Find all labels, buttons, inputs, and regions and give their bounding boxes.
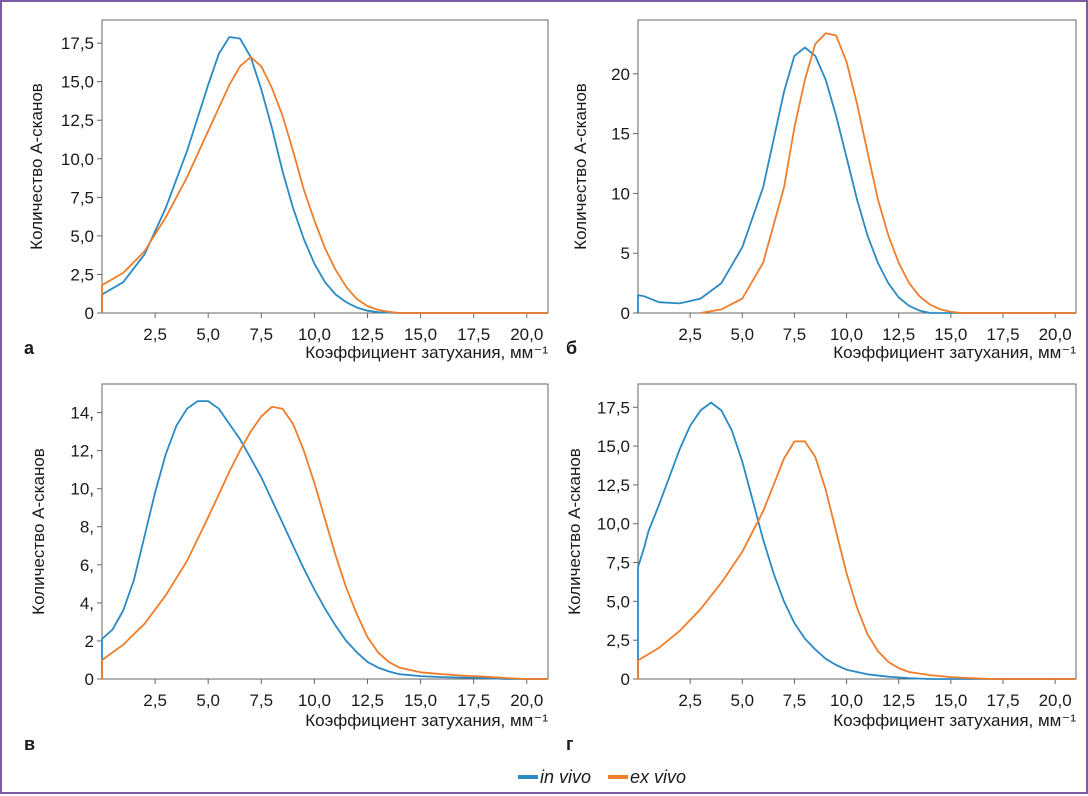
- series-line-ex-vivo: [637, 440, 1076, 680]
- plot-area: [637, 383, 1077, 680]
- x-tick-label: 5,0: [730, 325, 754, 344]
- x-tick-label: 7,5: [249, 325, 273, 344]
- x-tick-label: 15,0: [404, 691, 437, 710]
- y-tick-label: 17,5: [61, 34, 94, 53]
- y-tick-label: 7,5: [606, 554, 630, 573]
- series-line-in-vivo: [101, 400, 548, 680]
- y-tick-label: 10,0: [597, 515, 630, 534]
- legend: in vivo ex vivo: [518, 767, 686, 787]
- y-tick-label: 10: [611, 184, 630, 203]
- plot-area: [101, 383, 549, 680]
- x-tick-label: 20,0: [1039, 691, 1072, 710]
- x-tick-label: 15,0: [404, 325, 437, 344]
- x-tick-label: 7,5: [249, 691, 273, 710]
- x-tick-label: 10,0: [830, 691, 863, 710]
- x-tick-label: 10,0: [830, 325, 863, 344]
- x-tick-label: 2,5: [143, 691, 167, 710]
- x-tick-label: 12,5: [351, 691, 384, 710]
- x-tick-label: 5,0: [730, 691, 754, 710]
- y-tick-label: 5,0: [70, 227, 94, 246]
- series-line-ex-vivo: [101, 405, 548, 680]
- y-axis-label: Количество A-сканов: [571, 83, 590, 250]
- y-tick-label: 0: [621, 670, 630, 689]
- x-tick-label: 10,0: [298, 325, 331, 344]
- y-tick-label: 17,5: [597, 398, 630, 417]
- x-tick-label: 12,5: [882, 691, 915, 710]
- y-tick-label: 4,: [80, 594, 94, 613]
- x-tick-label: 15,0: [934, 325, 967, 344]
- y-tick-label: 7,5: [70, 188, 94, 207]
- x-tick-label: 20,0: [1039, 325, 1072, 344]
- x-tick-label: 2,5: [143, 325, 167, 344]
- x-tick-label: 20,0: [510, 325, 543, 344]
- x-tick-label: 7,5: [783, 325, 807, 344]
- legend-label-ex-vivo: ex vivo: [630, 767, 686, 787]
- y-axis-label: Количество A-сканов: [565, 448, 584, 615]
- y-tick-label: 5,0: [606, 592, 630, 611]
- series-line-ex-vivo: [101, 56, 548, 314]
- x-tick-label: 10,0: [298, 691, 331, 710]
- y-tick-label: 5: [621, 244, 630, 263]
- plot-area: [101, 19, 549, 314]
- panel-letter: б: [566, 338, 577, 358]
- x-tick-label: 15,0: [934, 691, 967, 710]
- x-tick-label: 12,5: [882, 325, 915, 344]
- y-axis-label: Количество A-сканов: [27, 83, 46, 250]
- y-tick-label: 0: [85, 670, 94, 689]
- series-line-in-vivo: [101, 36, 548, 314]
- legend-label-in-vivo: in vivo: [540, 767, 591, 787]
- x-tick-label: 17,5: [986, 691, 1019, 710]
- x-tick-label: 17,5: [457, 325, 490, 344]
- y-tick-label: 8,: [80, 518, 94, 537]
- chart-panel-2: 0 5 10 15 20 2,5 5,0 7,5 10,0 12,5 15,0 17,5 20,0 Кол…: [566, 19, 1077, 362]
- x-tick-label: 17,5: [986, 325, 1019, 344]
- x-tick-label: 20,0: [510, 691, 543, 710]
- y-tick-label: 0: [621, 304, 630, 323]
- y-tick-label: 12,: [70, 442, 94, 461]
- y-tick-label: 2: [85, 632, 94, 651]
- x-axis-label: Коэффициент затухания, мм⁻¹: [305, 343, 548, 362]
- y-tick-label: 6,: [80, 556, 94, 575]
- y-tick-label: 15,0: [597, 437, 630, 456]
- series-line-in-vivo: [637, 46, 1076, 314]
- x-tick-label: 12,5: [351, 325, 384, 344]
- y-tick-label: 10,0: [61, 150, 94, 169]
- x-tick-label: 7,5: [783, 691, 807, 710]
- x-tick-label: 5,0: [196, 691, 220, 710]
- y-tick-label: 2,5: [70, 265, 94, 284]
- chart-panel-3: 0 2 4, 6, 8, 10, 12, 14, 2,5 5,0 7,5 10,0 12,5 15,0 17…: [24, 383, 549, 754]
- y-tick-label: 12,5: [61, 111, 94, 130]
- plot-area: [637, 19, 1077, 314]
- x-axis-label: Коэффициент затухания, мм⁻¹: [305, 711, 548, 730]
- y-tick-label: 2,5: [606, 631, 630, 650]
- series-line-ex-vivo: [700, 32, 1076, 314]
- y-axis-label: Количество A-сканов: [29, 448, 48, 615]
- x-axis-label: Коэффициент затухания, мм⁻¹: [833, 711, 1076, 730]
- y-tick-label: 15,0: [61, 73, 94, 92]
- x-tick-label: 2,5: [678, 691, 702, 710]
- x-tick-label: 5,0: [196, 325, 220, 344]
- y-tick-label: 15: [611, 125, 630, 144]
- chart-panel-1: 0 2,5 5,0 7,5 10,0 12,5 15,0 17,5 2,5 5,0 7,5 10,0 1…: [24, 19, 549, 362]
- panel-letter: г: [566, 734, 574, 754]
- y-tick-label: 14,: [70, 404, 94, 423]
- y-tick-label: 10,: [70, 480, 94, 499]
- y-tick-label: 12,5: [597, 476, 630, 495]
- panel-letter: а: [24, 338, 35, 358]
- y-tick-label: 0: [85, 304, 94, 323]
- x-axis-label: Коэффициент затухания, мм⁻¹: [833, 343, 1076, 362]
- panel-letter: в: [24, 734, 35, 754]
- x-tick-label: 17,5: [457, 691, 490, 710]
- x-tick-label: 2,5: [678, 325, 702, 344]
- y-tick-label: 20: [611, 65, 630, 84]
- chart-panel-4: 0 2,5 5,0 7,5 10,0 12,5 15,0 17,5 2,5 5,0 7,5 10,0 1…: [565, 383, 1077, 754]
